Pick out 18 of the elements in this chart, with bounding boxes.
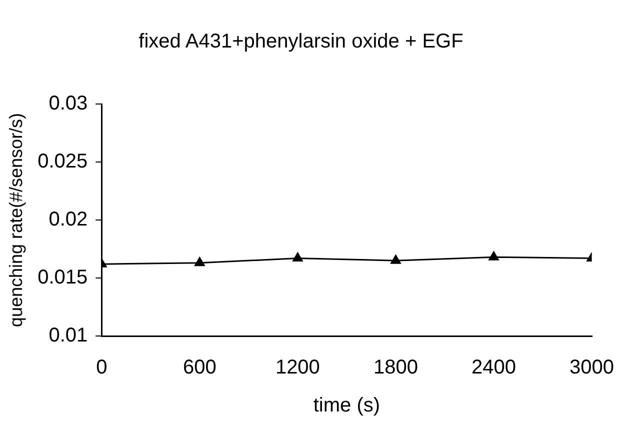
x-tick-label: 3000 — [570, 356, 614, 379]
point — [390, 254, 401, 264]
y-axis-title: quenching rate(#/sensor/s) — [6, 112, 26, 328]
chart-title: fixed A431+phenylarsin oxide + EGF — [138, 30, 464, 53]
point — [488, 251, 499, 260]
x-axis-title: time (s) — [313, 394, 380, 417]
x-tick-label: 1800 — [373, 356, 418, 379]
x-tick-label: 0 — [96, 356, 108, 379]
x-tick-label: 1200 — [275, 356, 320, 379]
point — [194, 257, 205, 266]
y-tick-label: 0.025 — [38, 150, 88, 173]
x-tick-label: 2400 — [471, 356, 516, 379]
y-tick-label: 0.03 — [48, 92, 88, 115]
x-tick-label: 600 — [182, 356, 216, 379]
point — [292, 252, 303, 262]
y-tick-label: 0.01 — [48, 324, 88, 347]
y-tick-label: 0.015 — [38, 266, 88, 289]
y-tick-label: 0.02 — [48, 208, 88, 231]
